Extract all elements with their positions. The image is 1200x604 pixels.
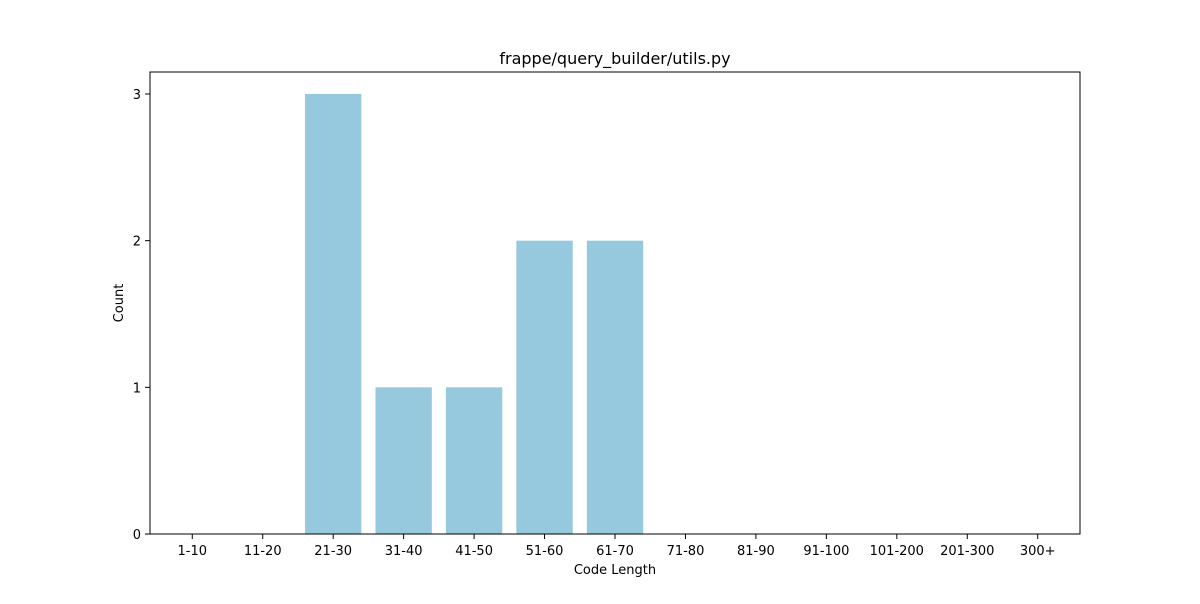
plot-frame	[149, 71, 1081, 535]
bar-51-60	[516, 240, 573, 534]
y-axis-label: Count	[112, 284, 127, 323]
y-axis-ticks: 0 1 2 3	[133, 88, 150, 543]
x-tick-label: 91-100	[803, 544, 849, 559]
bar-21-30	[305, 94, 362, 534]
x-tick-label: 81-90	[737, 544, 775, 559]
x-tick-label: 31-40	[385, 544, 423, 559]
x-tick-label: 201-300	[940, 544, 994, 559]
x-tick-label: 21-30	[314, 544, 352, 559]
y-tick-label: 0	[133, 528, 141, 543]
bars-group	[305, 94, 644, 534]
x-tick-label: 300+	[1020, 544, 1056, 559]
x-axis-label: Code Length	[574, 563, 656, 578]
y-tick-label: 3	[133, 88, 141, 103]
bar-61-70	[586, 240, 644, 534]
x-tick-label: 51-60	[526, 544, 564, 559]
y-tick-label: 2	[133, 235, 141, 250]
chart-title: frappe/query_builder/utils.py	[499, 49, 730, 69]
y-tick-label: 1	[133, 381, 141, 396]
x-tick-label: 1-10	[178, 544, 208, 559]
x-tick-label: 61-70	[596, 544, 634, 559]
bar-41-50	[445, 387, 503, 534]
bar-31-40	[375, 387, 432, 534]
x-tick-label: 101-200	[870, 544, 924, 559]
x-tick-label: 11-20	[244, 544, 282, 559]
x-axis-ticks: 1-10 11-20 21-30 31-40 41-50 51-60 61-70 71-80 8…	[178, 534, 1056, 559]
x-tick-label: 41-50	[455, 544, 493, 559]
x-tick-label: 71-80	[667, 544, 705, 559]
